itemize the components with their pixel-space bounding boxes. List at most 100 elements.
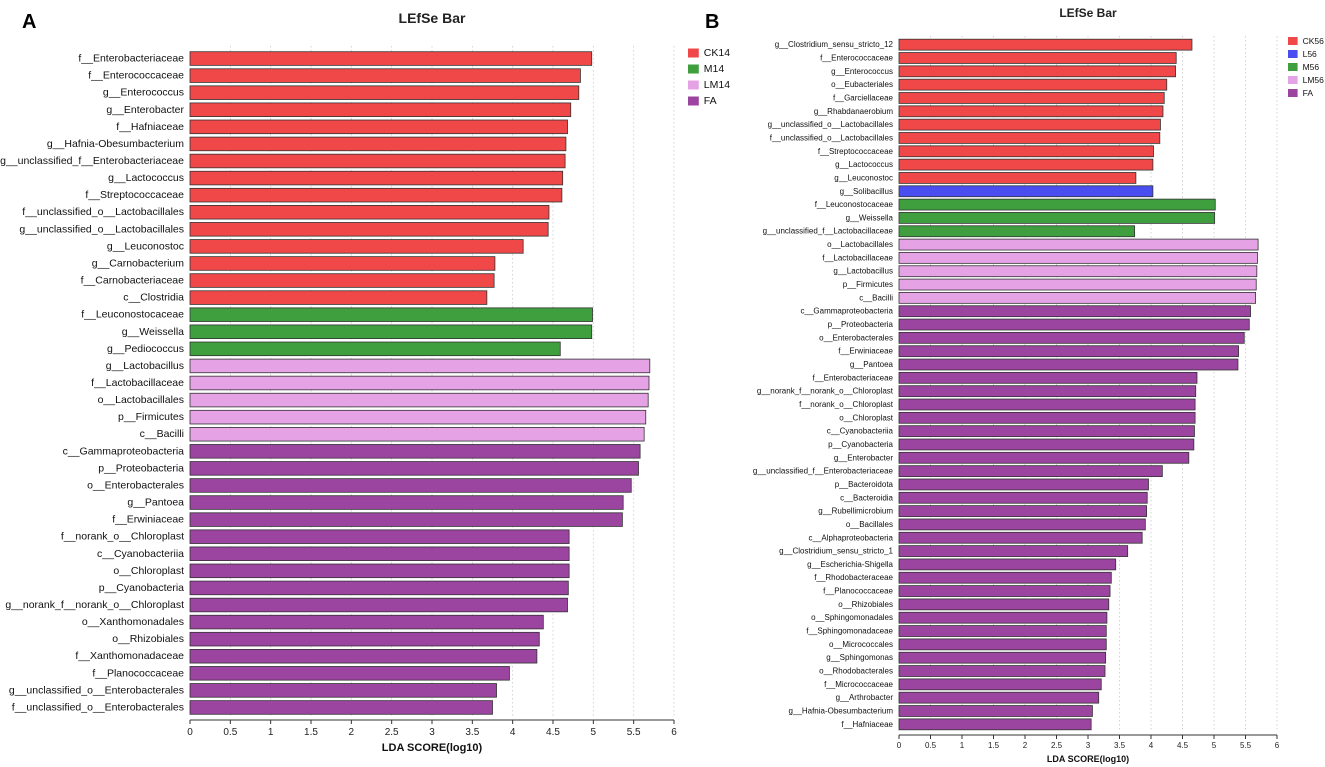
bar[interactable] (898, 718, 1092, 731)
bar[interactable] (898, 345, 1239, 358)
bar[interactable] (898, 491, 1148, 504)
bar[interactable] (189, 239, 524, 254)
bar[interactable] (898, 398, 1196, 411)
bar[interactable] (189, 700, 493, 715)
bar[interactable] (898, 611, 1108, 624)
bar[interactable] (898, 52, 1177, 64)
bar[interactable] (189, 51, 593, 66)
bar[interactable] (189, 409, 647, 425)
bar[interactable] (189, 683, 497, 698)
bar[interactable] (898, 331, 1245, 344)
bar[interactable] (898, 278, 1257, 291)
bar[interactable] (898, 185, 1154, 198)
bar[interactable] (898, 198, 1216, 211)
bar[interactable] (189, 85, 580, 100)
bar[interactable] (189, 102, 572, 117)
bar[interactable] (189, 529, 570, 544)
bar[interactable] (189, 290, 488, 305)
bar[interactable] (898, 358, 1239, 371)
legend-swatch (1288, 50, 1298, 58)
bar[interactable] (898, 371, 1198, 384)
bar[interactable] (898, 78, 1168, 91)
bar[interactable] (189, 307, 593, 322)
bar[interactable] (898, 238, 1259, 251)
bar[interactable] (189, 68, 581, 83)
bar[interactable] (898, 625, 1107, 637)
bar[interactable] (898, 571, 1112, 584)
bar[interactable] (189, 461, 639, 476)
x-tick-label: 6 (1275, 741, 1280, 750)
bar[interactable] (189, 563, 570, 579)
bar[interactable] (189, 341, 561, 357)
bar-label: g__norank_f__norank_o__Chloroplast (5, 599, 184, 611)
bar[interactable] (189, 204, 550, 220)
bar[interactable] (898, 465, 1163, 477)
bar[interactable] (898, 651, 1107, 664)
bar[interactable] (898, 385, 1197, 398)
bar[interactable] (189, 119, 568, 135)
bar[interactable] (189, 649, 538, 664)
bar[interactable] (898, 665, 1106, 677)
bar[interactable] (898, 558, 1117, 571)
bar[interactable] (189, 187, 563, 203)
bar[interactable] (898, 105, 1164, 118)
bar-label: f__Streptococcaceae (85, 189, 184, 201)
bar[interactable] (898, 531, 1143, 544)
bar[interactable] (898, 292, 1256, 304)
bar-label: o__Xanthomonadales (82, 616, 184, 628)
x-tick-label: 3.5 (465, 727, 479, 738)
bar[interactable] (189, 256, 496, 271)
bar[interactable] (189, 495, 624, 510)
bar[interactable] (898, 132, 1161, 144)
bar[interactable] (189, 546, 570, 562)
bar[interactable] (898, 598, 1110, 611)
bar[interactable] (898, 505, 1147, 517)
bar[interactable] (898, 518, 1146, 531)
bar[interactable] (898, 38, 1193, 51)
bar[interactable] (898, 638, 1107, 651)
bar[interactable] (898, 225, 1136, 238)
bar[interactable] (898, 118, 1161, 131)
bar[interactable] (189, 170, 564, 186)
bar[interactable] (898, 265, 1258, 278)
bar[interactable] (898, 425, 1195, 438)
bar-label: f__unclassified_o__Enterobacterales (12, 701, 184, 713)
bar[interactable] (898, 478, 1149, 491)
bar[interactable] (898, 545, 1129, 557)
bar[interactable] (189, 426, 645, 442)
bar[interactable] (189, 478, 632, 493)
bar[interactable] (898, 411, 1196, 424)
bar[interactable] (189, 614, 544, 630)
bar[interactable] (189, 392, 649, 408)
bar[interactable] (189, 358, 651, 374)
bar[interactable] (189, 136, 567, 152)
bar[interactable] (898, 65, 1176, 78)
bar[interactable] (189, 324, 593, 340)
bar[interactable] (898, 212, 1216, 224)
bar[interactable] (898, 318, 1250, 331)
bar[interactable] (189, 222, 549, 237)
bar[interactable] (898, 172, 1137, 184)
bar[interactable] (898, 158, 1154, 171)
bar[interactable] (189, 375, 650, 391)
bar[interactable] (189, 666, 510, 681)
bar[interactable] (189, 153, 566, 169)
bar[interactable] (898, 678, 1102, 691)
bar[interactable] (898, 705, 1093, 717)
bar[interactable] (189, 597, 568, 613)
bar[interactable] (898, 585, 1111, 597)
bar[interactable] (189, 273, 495, 288)
bar-label: f__Leuconostocaceae (815, 200, 894, 209)
bar[interactable] (189, 631, 540, 647)
bar[interactable] (898, 305, 1251, 318)
bar[interactable] (189, 580, 569, 596)
bar[interactable] (189, 444, 641, 459)
bar[interactable] (898, 92, 1165, 104)
bar[interactable] (898, 252, 1258, 264)
bar[interactable] (898, 438, 1195, 451)
bar[interactable] (189, 512, 623, 527)
bar[interactable] (898, 451, 1190, 464)
bar[interactable] (898, 145, 1154, 158)
bar[interactable] (898, 691, 1100, 704)
x-tick-label: 2 (349, 727, 355, 738)
